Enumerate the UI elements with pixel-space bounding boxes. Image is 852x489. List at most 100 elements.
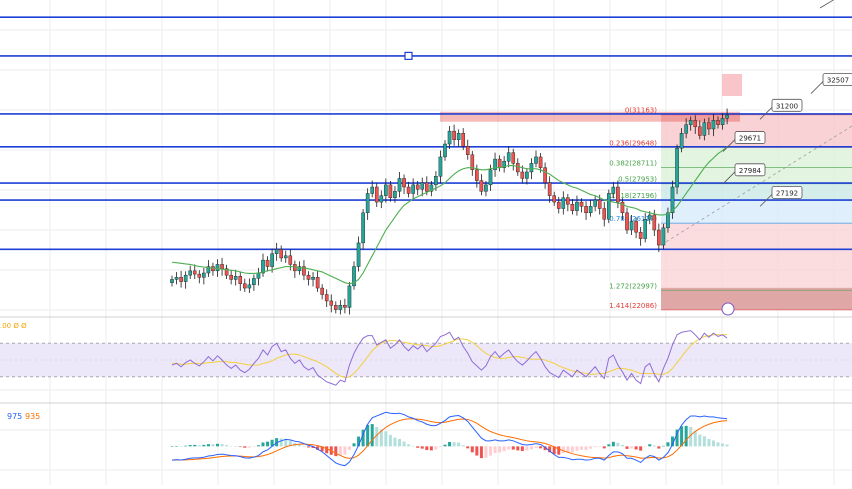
macd-histogram-bar — [484, 446, 488, 458]
macd-histogram-bar — [357, 436, 361, 447]
macd-histogram-bar — [611, 441, 615, 447]
fib-level-label: 0(31163) — [625, 107, 657, 115]
macd-histogram-bar — [425, 446, 429, 451]
candle-body — [525, 171, 529, 179]
macd-histogram-bar — [256, 445, 260, 447]
macd-legend-signal: 935 — [25, 412, 41, 421]
candle-body — [597, 199, 602, 209]
callout-label: 29671 — [739, 135, 761, 143]
moving-average-line — [171, 146, 728, 285]
candle-body — [252, 278, 256, 286]
macd-histogram-bar — [352, 443, 356, 447]
macd-histogram-bar — [498, 446, 502, 453]
macd-histogram-bar — [452, 442, 456, 447]
candle-body — [233, 276, 238, 280]
macd-histogram-bar — [680, 426, 684, 447]
macd-histogram-bar — [243, 446, 247, 448]
macd-histogram-bar — [543, 446, 547, 451]
candle-body — [388, 184, 393, 198]
candle-body — [675, 148, 679, 188]
macd-histogram-bar — [580, 446, 583, 450]
callout-label: 27192 — [776, 189, 798, 197]
macd-histogram-bar — [202, 444, 206, 447]
candle-body — [479, 180, 484, 192]
macd-histogram-bar — [197, 445, 201, 447]
candle-body — [497, 158, 502, 168]
candle-body — [188, 270, 193, 276]
macd-histogram-bar — [398, 438, 401, 447]
candle-body — [279, 249, 284, 259]
candle-body — [693, 120, 698, 128]
candle-body — [352, 266, 356, 287]
macd-histogram-bar — [343, 446, 347, 455]
macd-histogram-bar — [552, 446, 556, 455]
fib-level-label: 0.236(29648) — [609, 139, 657, 147]
candle-body — [552, 195, 556, 203]
candle-body — [561, 197, 566, 209]
macd-histogram-bar — [184, 445, 188, 447]
candle-body — [643, 219, 647, 239]
fib-zone — [661, 200, 852, 224]
macd-histogram-bar — [247, 446, 251, 448]
macd-histogram-bar — [416, 446, 420, 448]
candle-body — [343, 305, 347, 308]
macd-histogram-bar — [671, 436, 674, 447]
candle-body — [356, 242, 361, 267]
rsi-pane — [0, 330, 852, 386]
macd-histogram-bar — [443, 444, 447, 447]
macd-histogram-bar — [489, 446, 492, 456]
macd-histogram-bar — [220, 444, 224, 447]
macd-histogram-bar — [270, 439, 274, 447]
candle-body — [374, 186, 379, 203]
macd-histogram-bar — [347, 446, 351, 450]
macd-pane — [170, 411, 729, 467]
candle-body — [411, 184, 415, 194]
candle-body — [611, 186, 616, 194]
macd-histogram-bar — [634, 446, 638, 450]
candle-body — [575, 201, 579, 211]
candle-body — [511, 152, 516, 164]
candle-body — [274, 249, 279, 254]
candle-body — [434, 176, 438, 186]
macd-histogram-bar — [420, 446, 424, 449]
macd-histogram-bar — [475, 446, 479, 456]
candle-body — [329, 300, 334, 306]
macd-histogram-bar — [334, 446, 338, 457]
candle-body — [220, 264, 224, 269]
fib-trend-line — [660, 125, 852, 246]
candle-body — [379, 195, 384, 203]
macd-histogram-bar — [479, 446, 483, 459]
candle-body — [447, 130, 452, 145]
fib-level-label: 0.382(28711) — [609, 159, 657, 167]
macd-histogram-bar — [261, 442, 265, 447]
fib-level-label: 0.618(27196) — [609, 192, 657, 200]
candle-body — [684, 124, 688, 134]
candle-body — [465, 145, 470, 155]
macd-histogram-bar — [402, 441, 406, 447]
macd-histogram-bar — [438, 446, 442, 448]
candle-body — [174, 277, 179, 280]
macd-histogram-bar — [516, 446, 520, 451]
rsi-ma-line — [172, 334, 728, 379]
macd-histogram-bar — [461, 445, 465, 447]
macd-line — [171, 411, 728, 467]
macd-histogram-bar — [375, 427, 379, 447]
candle-body — [370, 186, 375, 194]
macd-histogram-bar — [225, 445, 229, 447]
candle-body — [516, 163, 520, 173]
candle-body — [711, 120, 716, 130]
candle-body — [616, 186, 620, 203]
macd-histogram-bar — [170, 446, 174, 447]
candle-body — [570, 204, 575, 211]
macd-histogram-bar — [238, 446, 242, 447]
candle-body — [698, 126, 702, 136]
fibonacci-retracement-tool[interactable]: 0(31163) 0.236(29648) 0.382(28711) 0.5(2795… — [440, 74, 852, 316]
callout-label: 32507 — [827, 77, 849, 85]
macd-histogram-bar — [707, 438, 711, 447]
candle-body — [716, 120, 720, 125]
candle-body — [579, 201, 584, 207]
candle-body — [657, 229, 661, 246]
candle-body — [297, 266, 302, 272]
